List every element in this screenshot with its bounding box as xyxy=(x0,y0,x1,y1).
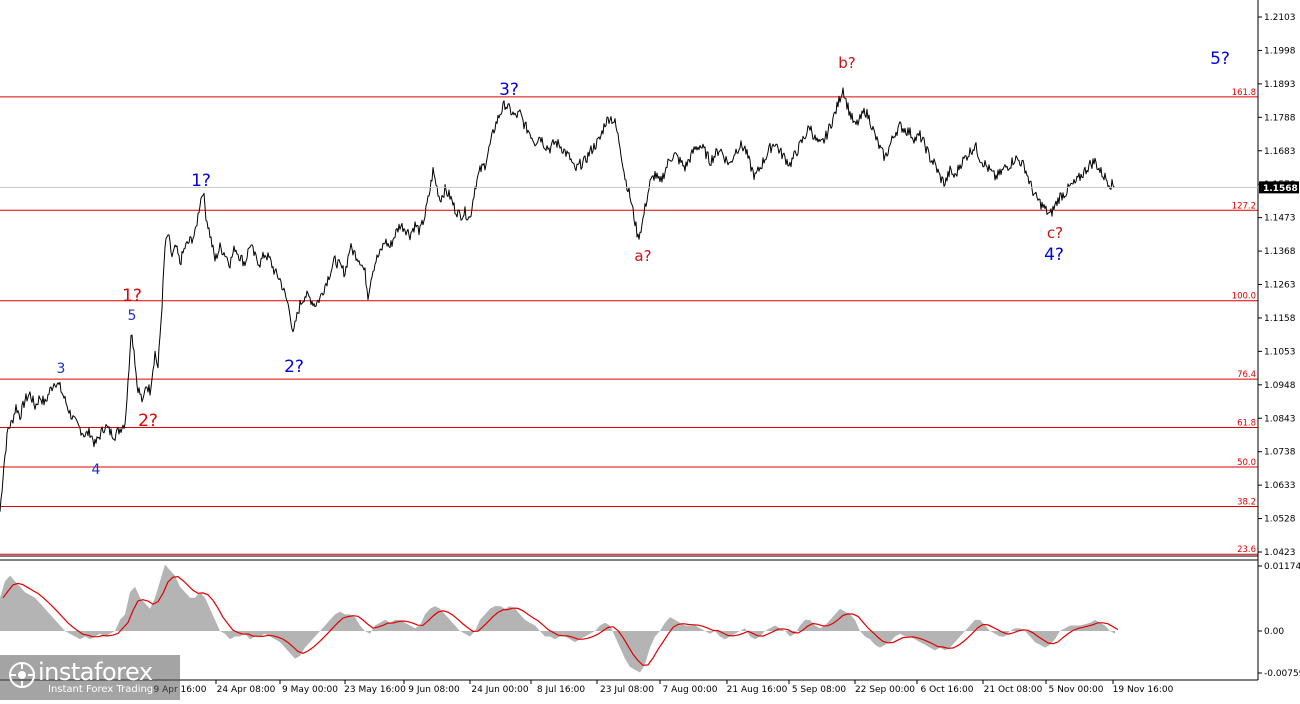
fib-level-label: 76.4 xyxy=(1237,370,1256,380)
fib-level-label: 23.6 xyxy=(1237,545,1256,555)
wave-label: b? xyxy=(838,54,855,72)
time-tick-label: 8 Jul 16:00 xyxy=(537,685,586,695)
wave-label: 1? xyxy=(191,171,211,191)
current-price-label: 1.1568 xyxy=(1263,184,1298,194)
wave-label: 5 xyxy=(128,308,137,324)
oscillator-tick-label: 0.01174 xyxy=(1264,562,1300,572)
time-tick-label: 24 Apr 08:00 xyxy=(217,685,276,695)
fibonacci-levels: 161.8 127.2 100.0 76.4 61.8 50.0 38.2 23.6 xyxy=(0,88,1258,555)
time-tick-label: 9 May 00:00 xyxy=(282,685,338,695)
wave-label: 4 xyxy=(92,462,101,478)
logo-background xyxy=(0,655,180,700)
time-tick-label: 6 Oct 16:00 xyxy=(921,685,974,695)
oscillator-panel: 0.01174 0.00 -0.00759 xyxy=(0,562,1300,679)
oscillator-tick-label: 0.00 xyxy=(1264,627,1284,637)
logo-tagline: Instant Forex Trading xyxy=(48,684,154,695)
time-tick-label-partial: 9 Apr 16:00 xyxy=(154,685,207,695)
fib-level-label: 50.0 xyxy=(1237,458,1256,468)
price-axis: 1.21031.19981.18931.17881.16831.15781.14… xyxy=(0,0,1299,681)
time-tick-label: 23 Jul 08:00 xyxy=(600,685,654,695)
price-tick-label: 1.1158 xyxy=(1264,314,1296,324)
wave-label: 1? xyxy=(122,286,142,306)
wave-label: a? xyxy=(634,247,651,265)
price-tick-label: 1.1683 xyxy=(1264,147,1296,157)
fib-level-label: 38.2 xyxy=(1237,497,1256,507)
price-tick-label: 1.0423 xyxy=(1264,548,1296,558)
oscillator-signal-line xyxy=(2,575,1119,666)
time-axis: 24 Apr 08:00 9 May 00:00 23 May 16:00 9 Jun… xyxy=(154,680,1174,695)
wave-label: 5? xyxy=(1210,49,1230,69)
price-line xyxy=(0,87,1116,512)
price-tick-label: 1.2103 xyxy=(1264,13,1296,23)
time-tick-label: 22 Sep 00:00 xyxy=(855,685,915,695)
time-tick-label: 21 Aug 16:00 xyxy=(727,685,788,695)
price-tick-label: 1.1788 xyxy=(1264,113,1296,123)
time-tick-label: 9 Jun 08:00 xyxy=(408,685,460,695)
current-price-box xyxy=(1259,181,1299,194)
price-tick-label: 1.1053 xyxy=(1264,347,1296,357)
price-tick-label: 1.0528 xyxy=(1264,515,1296,525)
price-tick-label: 1.1893 xyxy=(1264,80,1296,90)
wave-labels: 1? 2? 3? 4? 5? 3 5 4 1? 2? a? b? c? xyxy=(57,49,1230,478)
fib-level-label: 100.0 xyxy=(1232,292,1256,302)
wave-label: 4? xyxy=(1044,245,1064,265)
price-tick-label: 1.0843 xyxy=(1264,414,1296,424)
fib-level-label: 161.8 xyxy=(1232,88,1256,98)
price-tick-label: 1.0948 xyxy=(1264,381,1296,391)
wave-label: 2? xyxy=(284,357,304,377)
wave-label: c? xyxy=(1047,224,1063,242)
price-tick-label: 1.0633 xyxy=(1264,481,1296,491)
time-tick-label: 5 Nov 00:00 xyxy=(1049,685,1104,695)
time-tick-label: 7 Aug 00:00 xyxy=(663,685,718,695)
fib-level-label: 61.8 xyxy=(1237,418,1256,428)
price-tick-label: 1.1368 xyxy=(1264,247,1296,257)
time-tick-label: 23 May 16:00 xyxy=(344,685,406,695)
time-tick-label: 24 Jun 00:00 xyxy=(471,685,528,695)
price-tick-label: 1.0738 xyxy=(1264,448,1296,458)
price-tick-label: 1.1473 xyxy=(1264,214,1296,224)
price-series xyxy=(0,87,1116,512)
wave-label: 3? xyxy=(499,80,519,100)
wave-label: 3 xyxy=(57,361,66,377)
time-tick-label: 19 Nov 16:00 xyxy=(1113,685,1174,695)
time-tick-label: 5 Sep 08:00 xyxy=(792,685,847,695)
oscillator-tick-label: -0.00759 xyxy=(1264,669,1300,679)
price-tick-label: 1.1998 xyxy=(1264,46,1296,56)
wave-label: 2? xyxy=(138,411,158,431)
fib-level-label: 127.2 xyxy=(1232,201,1256,211)
price-tick-label: 1.1263 xyxy=(1264,281,1296,291)
time-tick-label: 21 Oct 08:00 xyxy=(984,685,1043,695)
instaforex-logo-icon xyxy=(9,662,35,688)
logo-text: instaforex xyxy=(38,658,153,686)
